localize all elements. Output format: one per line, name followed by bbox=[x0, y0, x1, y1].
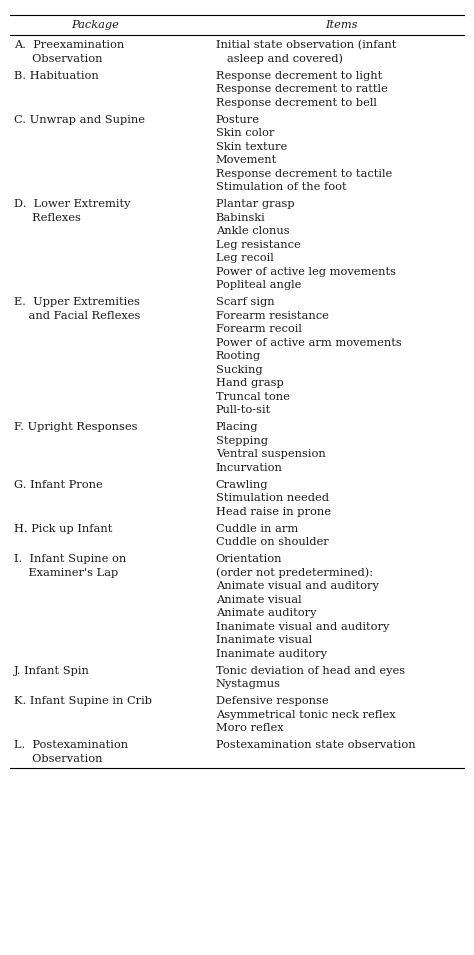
Text: B. Habituation: B. Habituation bbox=[14, 71, 99, 80]
Text: Scarf sign: Scarf sign bbox=[216, 297, 274, 307]
Text: Skin texture: Skin texture bbox=[216, 141, 287, 152]
Text: Posture: Posture bbox=[216, 115, 260, 124]
Text: Hand grasp: Hand grasp bbox=[216, 378, 283, 388]
Text: (order not predetermined):: (order not predetermined): bbox=[216, 567, 373, 578]
Text: Asymmetrical tonic neck reflex: Asymmetrical tonic neck reflex bbox=[216, 710, 395, 719]
Text: Power of active arm movements: Power of active arm movements bbox=[216, 337, 401, 348]
Text: Inanimate visual and auditory: Inanimate visual and auditory bbox=[216, 622, 389, 631]
Text: Stimulation needed: Stimulation needed bbox=[216, 493, 328, 503]
Text: Orientation: Orientation bbox=[216, 554, 282, 564]
Text: Nystagmus: Nystagmus bbox=[216, 679, 281, 689]
Text: and Facial Reflexes: and Facial Reflexes bbox=[14, 310, 141, 321]
Text: Postexamination state observation: Postexamination state observation bbox=[216, 740, 415, 750]
Text: H. Pick up Infant: H. Pick up Infant bbox=[14, 523, 113, 534]
Text: Placing: Placing bbox=[216, 422, 258, 432]
Text: Babinski: Babinski bbox=[216, 213, 265, 223]
Text: Response decrement to tactile: Response decrement to tactile bbox=[216, 168, 392, 179]
Text: Response decrement to light: Response decrement to light bbox=[216, 71, 382, 80]
Text: Response decrement to rattle: Response decrement to rattle bbox=[216, 84, 387, 94]
Text: Inanimate visual: Inanimate visual bbox=[216, 635, 312, 645]
Text: Observation: Observation bbox=[14, 53, 103, 63]
Text: Defensive response: Defensive response bbox=[216, 696, 328, 706]
Text: Stimulation of the foot: Stimulation of the foot bbox=[216, 182, 346, 192]
Text: L.  Postexamination: L. Postexamination bbox=[14, 740, 128, 750]
Text: Head raise in prone: Head raise in prone bbox=[216, 506, 331, 517]
Text: Response decrement to bell: Response decrement to bell bbox=[216, 97, 376, 108]
Text: Skin color: Skin color bbox=[216, 128, 274, 138]
Text: J. Infant Spin: J. Infant Spin bbox=[14, 666, 90, 675]
Text: Initial state observation (infant: Initial state observation (infant bbox=[216, 40, 396, 51]
Text: Ventral suspension: Ventral suspension bbox=[216, 449, 326, 459]
Text: Popliteal angle: Popliteal angle bbox=[216, 280, 301, 290]
Text: Animate auditory: Animate auditory bbox=[216, 608, 316, 618]
Text: Stepping: Stepping bbox=[216, 435, 268, 445]
Text: Items: Items bbox=[325, 20, 357, 30]
Text: I.  Infant Supine on: I. Infant Supine on bbox=[14, 554, 127, 564]
Text: Power of active leg movements: Power of active leg movements bbox=[216, 266, 396, 277]
Text: E.  Upper Extremities: E. Upper Extremities bbox=[14, 297, 140, 307]
Text: Movement: Movement bbox=[216, 155, 277, 165]
Text: G. Infant Prone: G. Infant Prone bbox=[14, 479, 103, 490]
Text: Leg recoil: Leg recoil bbox=[216, 253, 273, 263]
Text: Inanimate auditory: Inanimate auditory bbox=[216, 648, 327, 659]
Text: Animate visual: Animate visual bbox=[216, 595, 301, 605]
Text: Ankle clonus: Ankle clonus bbox=[216, 226, 289, 236]
Text: K. Infant Supine in Crib: K. Infant Supine in Crib bbox=[14, 696, 152, 706]
Text: Examiner's Lap: Examiner's Lap bbox=[14, 567, 118, 578]
Text: asleep and covered): asleep and covered) bbox=[216, 53, 343, 64]
Text: Observation: Observation bbox=[14, 753, 103, 763]
Text: Sucking: Sucking bbox=[216, 365, 262, 374]
Text: Plantar grasp: Plantar grasp bbox=[216, 199, 294, 209]
Text: Incurvation: Incurvation bbox=[216, 462, 283, 473]
Text: Cuddle in arm: Cuddle in arm bbox=[216, 523, 298, 534]
Text: D.  Lower Extremity: D. Lower Extremity bbox=[14, 199, 131, 209]
Text: Pull-to-sit: Pull-to-sit bbox=[216, 405, 271, 415]
Text: Reflexes: Reflexes bbox=[14, 213, 81, 223]
Text: Moro reflex: Moro reflex bbox=[216, 723, 283, 733]
Text: Package: Package bbox=[71, 20, 119, 30]
Text: F. Upright Responses: F. Upright Responses bbox=[14, 422, 138, 432]
Text: Animate visual and auditory: Animate visual and auditory bbox=[216, 581, 379, 591]
Text: Forearm recoil: Forearm recoil bbox=[216, 324, 301, 334]
Text: Cuddle on shoulder: Cuddle on shoulder bbox=[216, 537, 328, 547]
Text: Tonic deviation of head and eyes: Tonic deviation of head and eyes bbox=[216, 666, 405, 675]
Text: C. Unwrap and Supine: C. Unwrap and Supine bbox=[14, 115, 145, 124]
Text: Leg resistance: Leg resistance bbox=[216, 240, 301, 249]
Text: Forearm resistance: Forearm resistance bbox=[216, 310, 328, 321]
Text: A.  Preexamination: A. Preexamination bbox=[14, 40, 125, 50]
Text: Crawling: Crawling bbox=[216, 479, 268, 490]
Text: Rooting: Rooting bbox=[216, 351, 261, 361]
Text: Truncal tone: Truncal tone bbox=[216, 392, 290, 401]
